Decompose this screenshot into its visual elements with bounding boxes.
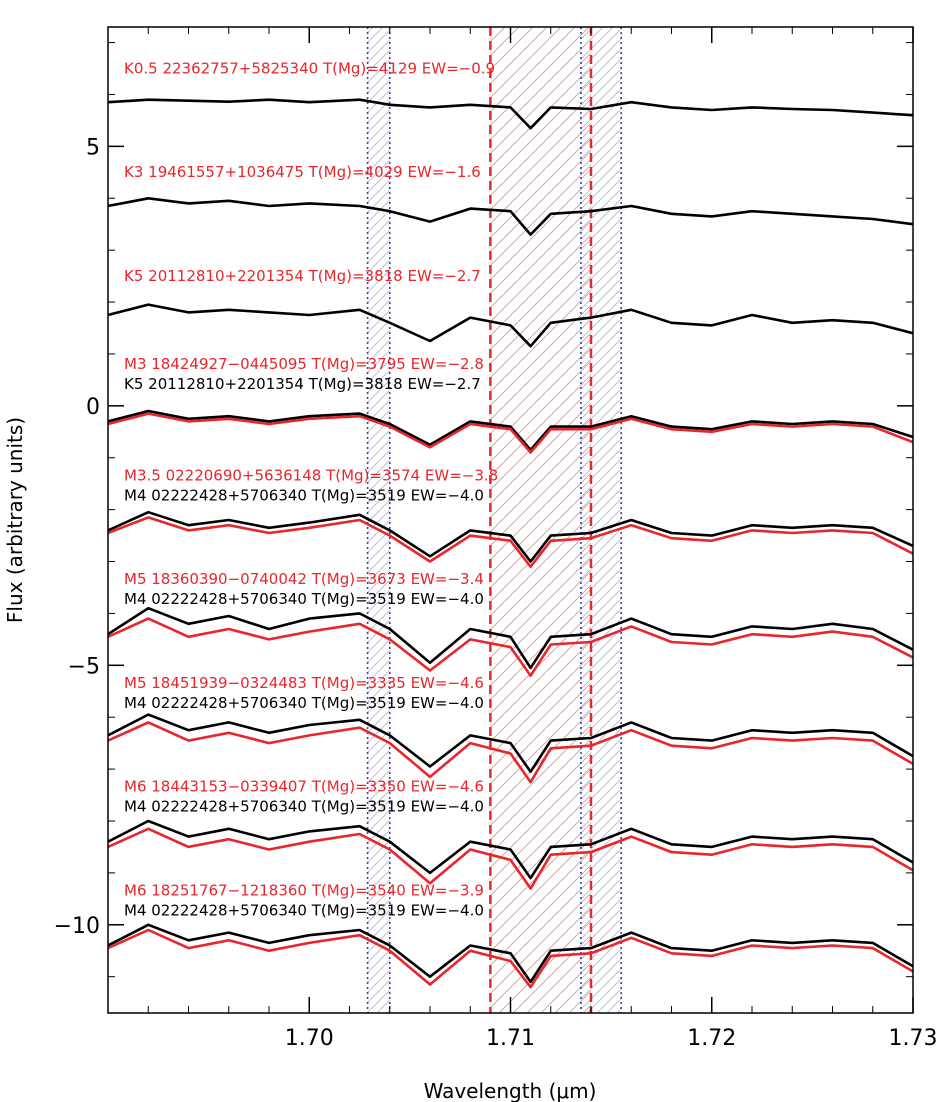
spectrum-line-3-0 (108, 409, 913, 452)
axis-ticks: 1.70 1.71 1.72 1.73 5 0 −5 −10 (54, 27, 938, 1051)
spectrum-line-1-0 (108, 197, 913, 236)
x-tick-label-2: 1.72 (687, 1026, 736, 1051)
spectrum-line-6-0 (108, 713, 913, 774)
spectrum-label-3-1: K5 20112810+2201354 T(Mg)=3818 EW=−2.7 (124, 375, 481, 393)
spectrum-label-8-0: M6 18251767−1218360 T(Mg)=3540 EW=−3.9 (124, 882, 484, 900)
spectrum-labels: K0.5 22362757+5825340 T(Mg)=4129 EW=−0.9… (124, 59, 498, 919)
spectrum-line-7-0 (108, 819, 913, 880)
x-tick-label-3: 1.73 (889, 1026, 938, 1051)
spectrum-label-5-1: M4 02222428+5706340 T(Mg)=3519 EW=−4.0 (124, 590, 484, 608)
spectrum-line-8-0 (108, 923, 913, 984)
spectrum-label-4-0: M3.5 02220690+5636148 T(Mg)=3574 EW=−3.8 (124, 466, 498, 484)
spectrum-line-0-0 (108, 98, 913, 130)
spectrum-label-5-0: M5 18360390−0740042 T(Mg)=3673 EW=−3.4 (124, 570, 484, 588)
y-tick-label-2: −5 (68, 654, 100, 679)
spectrum-label-0-0: K0.5 22362757+5825340 T(Mg)=4129 EW=−0.9 (124, 59, 495, 77)
spectrum-line-5-0 (108, 606, 913, 670)
y-axis-label: Flux (arbitrary units) (3, 417, 27, 623)
spectrum-label-6-1: M4 02222428+5706340 T(Mg)=3519 EW=−4.0 (124, 694, 484, 712)
y-tick-label-3: −10 (54, 914, 100, 939)
x-axis-label: Wavelength (μm) (424, 1079, 597, 1102)
spectra-series (108, 98, 913, 989)
spectrum-label-7-1: M4 02222428+5706340 T(Mg)=3519 EW=−4.0 (124, 798, 484, 816)
spectrum-line-7-1 (108, 827, 913, 890)
spectrum-line-4-1 (108, 516, 913, 569)
band-hatched-red-0 (490, 27, 591, 1013)
spectrum-label-8-1: M4 02222428+5706340 T(Mg)=3519 EW=−4.0 (124, 902, 484, 920)
y-tick-label-0: 5 (86, 135, 100, 160)
x-tick-label-0: 1.70 (285, 1026, 334, 1051)
spectrum-label-4-1: M4 02222428+5706340 T(Mg)=3519 EW=−4.0 (124, 486, 484, 504)
x-tick-label-1: 1.71 (486, 1026, 535, 1051)
spectrum-line-5-1 (108, 617, 913, 678)
spectrum-label-1-0: K3 19461557+1036475 T(Mg)=4029 EW=−1.6 (124, 163, 481, 181)
spectrum-label-6-0: M5 18451939−0324483 T(Mg)=3335 EW=−4.6 (124, 674, 484, 692)
spectrum-label-2-0: K5 20112810+2201354 T(Mg)=3818 EW=−2.7 (124, 267, 481, 285)
spectrum-line-6-1 (108, 721, 913, 784)
spectrum-line-3-1 (108, 412, 913, 454)
band-hatched-blue-2 (580, 27, 622, 1013)
y-tick-label-1: 0 (86, 395, 100, 420)
spectrum-label-7-0: M6 18443153−0339407 T(Mg)=3350 EW=−4.6 (124, 778, 484, 796)
spectrum-label-3-0: M3 18424927−0445095 T(Mg)=3795 EW=−2.8 (124, 355, 484, 373)
spectrum-line-4-0 (108, 510, 913, 563)
spectrum-line-2-0 (108, 303, 913, 348)
spectrum-line-8-1 (108, 928, 913, 989)
band-hatched-blue-1 (367, 27, 390, 1013)
